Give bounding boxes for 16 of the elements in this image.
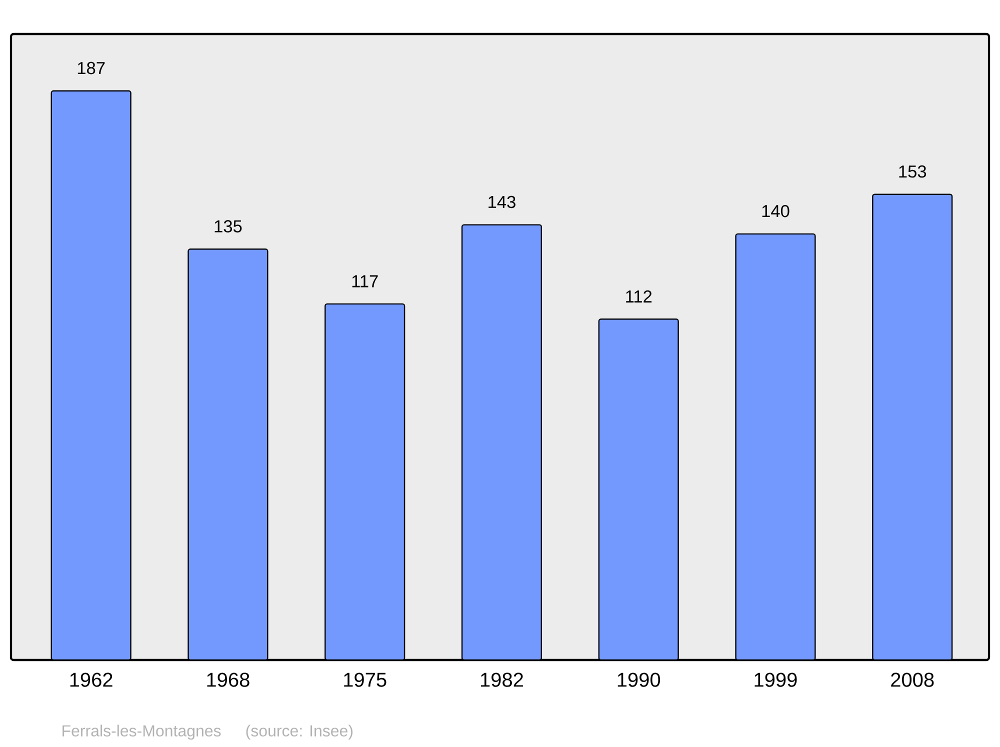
x-tick-label: 1975 xyxy=(344,672,386,687)
data-label: 187 xyxy=(78,62,105,74)
x-tick-label: 2008 xyxy=(891,672,934,687)
data-label: 135 xyxy=(214,220,242,232)
x-tick-label: 1962 xyxy=(70,672,112,687)
data-label: 140 xyxy=(762,204,790,218)
data-label: 117 xyxy=(352,275,378,288)
text: Ferrals-les-Montagnes xyxy=(62,724,221,740)
data-label: 112 xyxy=(626,290,652,302)
x-tick-label: 1968 xyxy=(207,672,250,687)
x-tick-label: 1982 xyxy=(481,672,523,687)
x-tick-label: 1990 xyxy=(618,672,660,687)
data-label: 143 xyxy=(488,196,516,208)
text: (source: Insee) xyxy=(246,724,352,740)
x-tick-label: 1999 xyxy=(754,672,797,687)
data-label: 153 xyxy=(899,165,926,178)
